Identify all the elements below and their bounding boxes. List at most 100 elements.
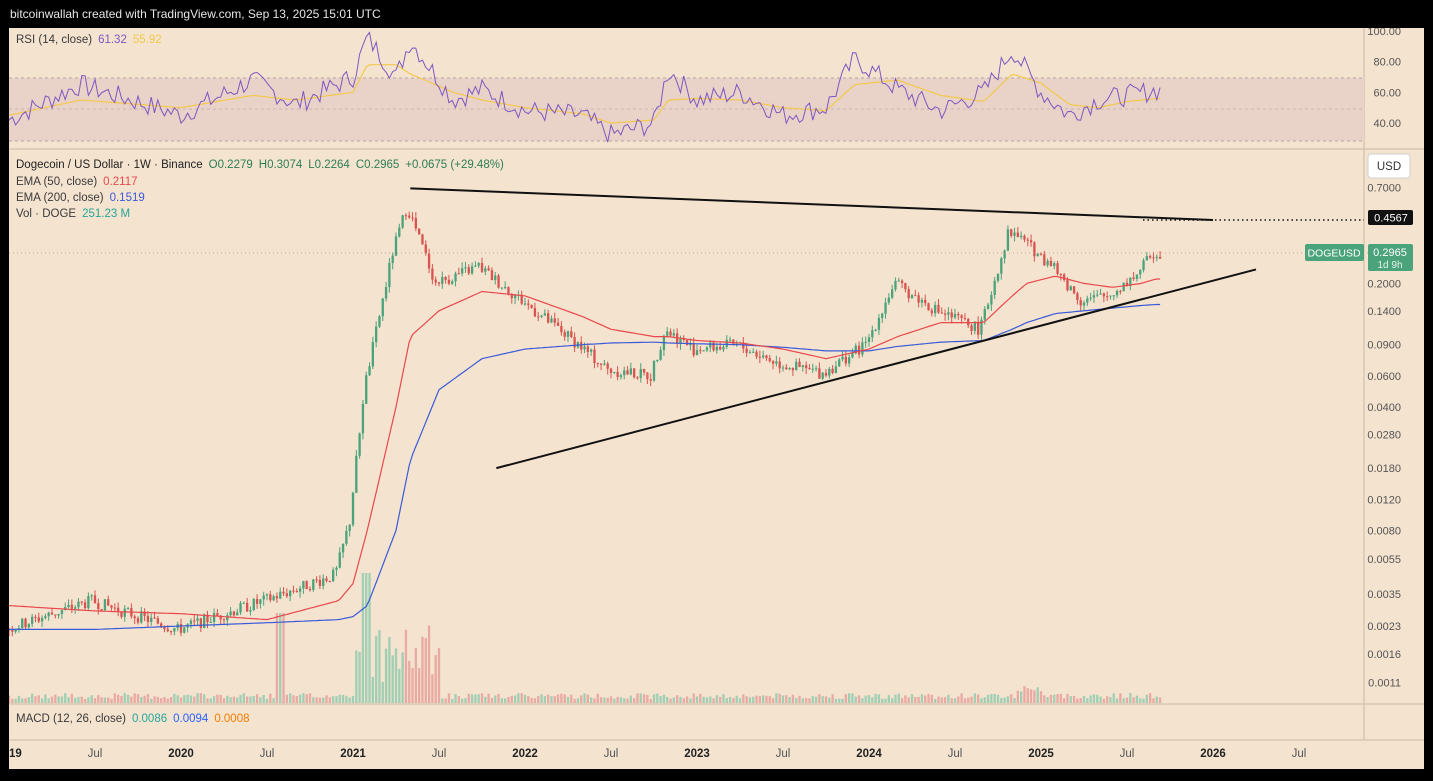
candle-body (7, 629, 11, 631)
volume-bar (1003, 697, 1006, 703)
volume-bar (1000, 698, 1003, 703)
candle-body (116, 607, 120, 612)
candle-body (894, 280, 897, 290)
volume-bar (811, 696, 814, 703)
candle-body (391, 255, 394, 263)
volume-bar (976, 694, 980, 703)
volume-bar (563, 694, 566, 703)
volume-bar (374, 635, 378, 703)
volume-bar (437, 648, 441, 703)
volume-bar (629, 695, 633, 703)
volume-bar (14, 698, 17, 703)
candle-body (920, 299, 924, 303)
candle-body (785, 367, 788, 370)
candle-body (970, 325, 973, 331)
candle-body (745, 348, 748, 353)
candle-body (153, 617, 156, 619)
volume-bar (768, 696, 771, 703)
candle-body (302, 581, 305, 589)
volume-bar (1155, 696, 1158, 703)
candle-body (801, 365, 805, 367)
chart-canvas[interactable]: 0.70000.30000.20000.14000.09000.06000.04… (0, 26, 1424, 769)
candle-body (454, 273, 457, 282)
candle-body (530, 304, 533, 309)
volume-bar (457, 696, 461, 703)
candle-body (623, 370, 626, 376)
volume-bar (308, 693, 312, 703)
candle-body (758, 356, 762, 358)
volume-bar (616, 696, 619, 703)
volume-bar (239, 695, 242, 703)
candle-body (811, 368, 814, 370)
time-axis-tick: Jul (604, 748, 619, 760)
volume-bar (229, 697, 232, 703)
candle-body (884, 302, 887, 314)
volume-bar (510, 695, 513, 703)
volume-bar (709, 696, 712, 703)
candle-body (692, 343, 695, 356)
candle-body (510, 294, 513, 299)
candle-body (656, 359, 659, 362)
volume-bar (844, 694, 848, 703)
currency-label: USD (1377, 161, 1401, 173)
volume-bar (636, 693, 639, 703)
volume-bar (626, 698, 629, 703)
volume-bar (543, 696, 547, 703)
rsi-legend[interactable]: RSI (14, close) 61.32 55.92 (16, 34, 168, 46)
price-axis-tick: 0.0011 (1368, 678, 1401, 690)
volume-bar (414, 648, 418, 703)
candle-body (338, 552, 341, 568)
price-legend[interactable]: Dogecoin / US Dollar · 1W · Binance O0.22… (16, 159, 510, 171)
candle-body (659, 349, 662, 360)
volume-bar (480, 693, 484, 703)
volume-bar (212, 696, 216, 703)
time-axis-tick: Jul (1120, 748, 1135, 760)
volume-bar (146, 693, 150, 703)
chart-svg[interactable]: 0.70000.30000.20000.14000.09000.06000.04… (0, 26, 1424, 769)
volume-bar (21, 698, 24, 703)
volume-bar (560, 693, 563, 703)
volume-bar (1102, 698, 1106, 703)
candle-body (44, 616, 47, 619)
volume-bar (427, 625, 431, 703)
volume-bar (755, 695, 758, 703)
trendline-layer[interactable] (410, 187, 1364, 470)
volume-bar (17, 695, 21, 703)
ema200-legend[interactable]: EMA (200, close) 0.1519 (16, 192, 151, 204)
volume-bar (279, 613, 282, 703)
candle-body (675, 333, 679, 344)
candle-body (374, 326, 378, 343)
candle-body (1056, 263, 1059, 274)
candle-body (295, 591, 298, 593)
volume-bar (950, 698, 953, 703)
currency-badge[interactable] (1367, 153, 1411, 179)
volume-bar (110, 698, 113, 703)
candle-body (609, 368, 613, 373)
candle-body (520, 294, 523, 304)
candle-body (328, 580, 332, 582)
candle-body (143, 611, 146, 616)
volume-bar (642, 694, 646, 703)
ohlc-close: C0.2965 (355, 159, 400, 171)
volume-bar (133, 693, 136, 703)
ema50-legend[interactable]: EMA (50, close) 0.2117 (16, 176, 144, 188)
candle-body (100, 609, 103, 611)
macd-legend[interactable]: MACD (12, 26, close) 0.0086 0.0094 0.0008 (16, 713, 256, 725)
volume-bar (1059, 693, 1063, 703)
volume-bar (67, 697, 70, 703)
candle-body (996, 273, 1000, 281)
volume-bar (173, 693, 176, 703)
volume-bar (778, 693, 781, 703)
candle-body (312, 579, 315, 590)
volume-bar (7, 695, 11, 703)
time-axis-tick: 2022 (512, 748, 538, 760)
candle-body (232, 611, 236, 616)
rsi-legend-value: 61.32 (98, 34, 127, 46)
candle-body (424, 244, 427, 254)
volume-bar (1062, 698, 1066, 703)
volume-legend[interactable]: Vol · DOGE 251.23 M (16, 208, 136, 220)
volume-legend-value: 251.23 M (82, 208, 131, 220)
volume-bar (983, 697, 986, 703)
candle-body (17, 628, 21, 630)
volume-bar (1152, 698, 1155, 703)
